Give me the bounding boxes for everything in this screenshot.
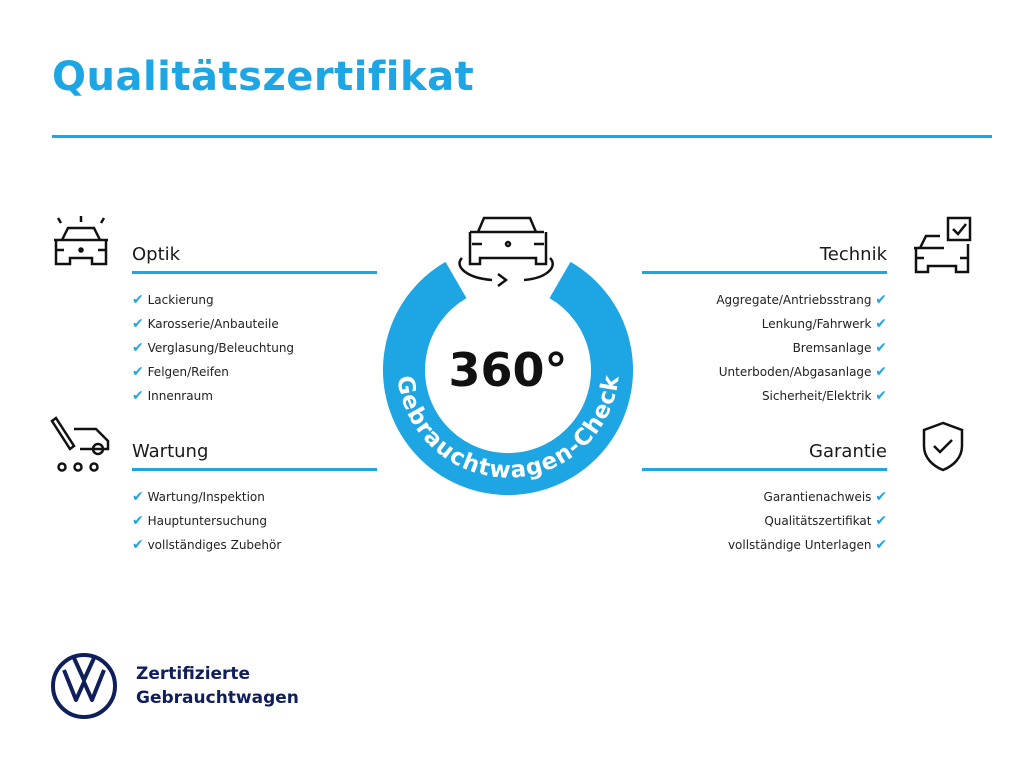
list-item: Bremsanlage ✔	[792, 340, 887, 356]
list-item: Aggregate/Antriebsstrang ✔	[716, 292, 887, 308]
shield-check-icon	[922, 421, 964, 472]
check-icon: ✔	[875, 364, 887, 380]
check-icon: ✔	[875, 340, 887, 356]
car-lights-icon	[54, 216, 108, 266]
list-item: Lenkung/Fahrwerk ✔	[761, 316, 887, 332]
list-item: vollständige Unterlagen ✔	[727, 537, 887, 553]
check-icon: ✔	[132, 316, 144, 332]
page-title: Qualitätszertifikat	[52, 54, 475, 100]
check-icon: ✔	[132, 364, 144, 380]
list-item: ✔ Felgen/Reifen	[132, 364, 229, 380]
section-technik: Technik Aggregate/Antriebsstrang ✔ Lenku…	[642, 244, 887, 408]
list-item: Qualitätszertifikat ✔	[764, 513, 887, 529]
footer-brand-text: Zertifizierte Gebrauchtwagen	[136, 662, 299, 710]
section-title: Wartung	[132, 441, 377, 471]
check-icon: ✔	[875, 388, 887, 404]
list-item: ✔ Innenraum	[132, 388, 213, 404]
list-item: ✔ Hauptuntersuchung	[132, 513, 267, 529]
list-item: ✔ vollständiges Zubehör	[132, 537, 282, 553]
list-item: Garantienachweis ✔	[763, 489, 887, 505]
list-item: ✔ Verglasung/Beleuchtung	[132, 340, 295, 356]
check-icon: ✔	[875, 316, 887, 332]
list-item: ✔ Wartung/Inspektion	[132, 489, 265, 505]
section-optik: Optik ✔ Lackierung ✔ Karosserie/Anbautei…	[132, 244, 377, 408]
footer-line1: Zertifizierte	[136, 664, 251, 684]
list-item: Sicherheit/Elektrik ✔	[761, 388, 887, 404]
badge-ring	[383, 261, 633, 495]
list-item: ✔ Lackierung	[132, 292, 214, 308]
check-icon: ✔	[132, 340, 144, 356]
title-divider	[52, 135, 992, 138]
section-title: Technik	[642, 244, 887, 274]
check-icon: ✔	[132, 388, 144, 404]
check-icon: ✔	[875, 489, 887, 505]
check-icon: ✔	[132, 489, 144, 505]
360-check-badge: Gebrauchtwagen-Check 360°	[383, 216, 633, 495]
check-icon: ✔	[132, 537, 144, 553]
footer-line2: Gebrauchtwagen	[136, 688, 299, 708]
section-title: Optik	[132, 244, 377, 274]
section-garantie: Garantie Garantienachweis ✔ Qualitätszer…	[642, 441, 887, 557]
section-wartung: Wartung ✔ Wartung/Inspektion ✔ Hauptunte…	[132, 441, 377, 557]
vw-logo	[51, 653, 117, 719]
check-icon: ✔	[875, 292, 887, 308]
check-icon: ✔	[875, 537, 887, 553]
check-icon: ✔	[132, 292, 144, 308]
check-icon: ✔	[875, 513, 887, 529]
car-rotate-icon	[458, 216, 554, 287]
maintenance-icon	[50, 416, 110, 472]
list-item: Unterboden/Abgasanlage ✔	[718, 364, 887, 380]
check-icon: ✔	[132, 513, 144, 529]
car-checklist-icon	[914, 216, 972, 274]
badge-number: 360°	[448, 343, 567, 397]
list-item: ✔ Karosserie/Anbauteile	[132, 316, 279, 332]
section-title: Garantie	[642, 441, 887, 471]
